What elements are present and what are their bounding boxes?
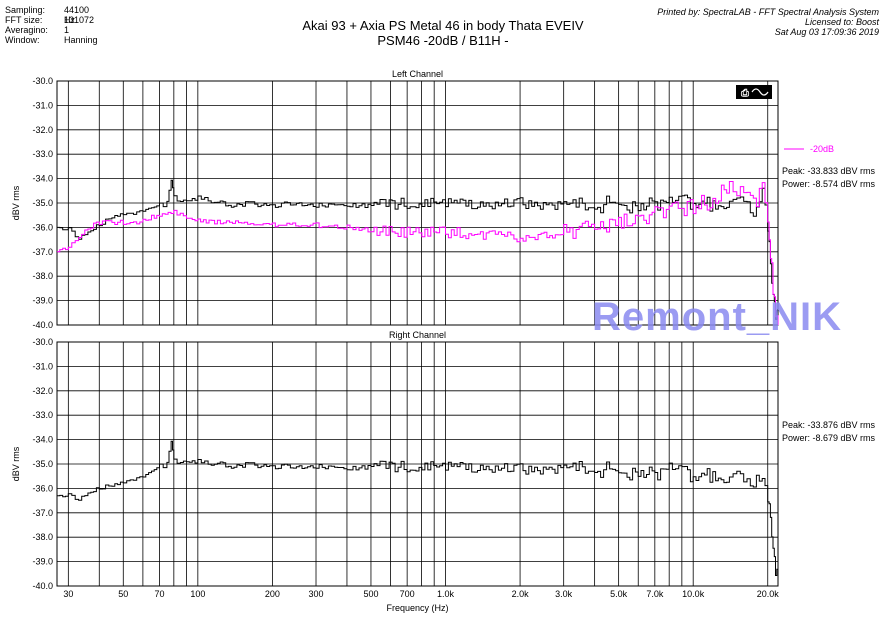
- x-tick-label: 7.0k: [646, 589, 664, 599]
- y-tick-label: -36.0: [32, 483, 53, 493]
- panel-title: Left Channel: [392, 69, 443, 79]
- y-tick-label: -35.0: [32, 198, 53, 208]
- x-tick-label: 50: [118, 589, 128, 599]
- x-axis-label: Frequency (Hz): [386, 603, 448, 613]
- y-tick-label: -39.0: [32, 296, 53, 306]
- setting-value-averaging: 1: [64, 25, 70, 35]
- spectrum-icon-glyph: ⎙: [740, 87, 750, 99]
- y-tick-label: -35.0: [32, 459, 53, 469]
- y-tick-label: -40.0: [32, 320, 53, 330]
- y-axis-label: dBV rms: [11, 185, 21, 220]
- power-stat: Power: -8.679 dBV rms: [782, 433, 876, 443]
- setting-key-sampling: Sampling:: [5, 5, 46, 15]
- legend-label: -20dB: [810, 144, 834, 154]
- setting-key-fft-size: FFT size:: [5, 15, 43, 25]
- setting-key-window: Window:: [5, 35, 40, 45]
- peak-stat: Peak: -33.876 dBV rms: [782, 420, 876, 430]
- trace-black: [57, 440, 779, 586]
- x-tick-label: 5.0k: [610, 589, 628, 599]
- trace-black: [57, 179, 779, 325]
- y-tick-label: -30.0: [32, 76, 53, 86]
- x-tick-label: 100: [190, 589, 205, 599]
- setting-value-window: Hanning: [64, 35, 98, 45]
- chart-title-line2: PSM46 -20dB / B11H -: [377, 33, 509, 48]
- y-tick-label: -39.0: [32, 557, 53, 567]
- y-tick-label: -33.0: [32, 149, 53, 159]
- setting-key-averaging: Averagino:: [5, 25, 48, 35]
- licensed-to: Licensed to: Boost: [804, 17, 879, 27]
- y-tick-label: -38.0: [32, 271, 53, 281]
- y-tick-label: -33.0: [32, 410, 53, 420]
- printed-by: Printed by: SpectraLAB - FFT Spectral An…: [657, 7, 879, 17]
- x-tick-label: 2.0k: [512, 589, 530, 599]
- x-tick-label: 20.0k: [757, 589, 780, 599]
- x-tick-label: 200: [265, 589, 280, 599]
- setting-value-fft-size: 131072: [64, 15, 95, 25]
- power-stat: Power: -8.574 dBV rms: [782, 179, 876, 189]
- y-tick-label: -37.0: [32, 247, 53, 257]
- wave-icon: [751, 88, 769, 96]
- y-tick-label: -37.0: [32, 508, 53, 518]
- y-tick-label: -40.0: [32, 581, 53, 591]
- y-axis-label: dBV rms: [11, 446, 21, 481]
- x-tick-label: 3.0k: [555, 589, 573, 599]
- spectrum-icon: [736, 85, 772, 99]
- setting-value-sampling: 44100 Hz: [64, 5, 90, 25]
- y-tick-label: -38.0: [32, 532, 53, 542]
- peak-stat: Peak: -33.833 dBV rms: [782, 166, 876, 176]
- panel-title: Right Channel: [389, 330, 446, 340]
- y-tick-label: -34.0: [32, 435, 53, 445]
- chart-title-line1: Akai 93 + Axia PS Metal 46 in body Thata…: [302, 18, 584, 33]
- y-tick-label: -36.0: [32, 222, 53, 232]
- trace-magenta: [57, 181, 779, 325]
- y-tick-label: -34.0: [32, 174, 53, 184]
- x-tick-label: 300: [308, 589, 323, 599]
- x-tick-label: 700: [400, 589, 415, 599]
- y-tick-label: -30.0: [32, 337, 53, 347]
- y-tick-label: -32.0: [32, 386, 53, 396]
- y-tick-label: -31.0: [32, 361, 53, 371]
- x-tick-label: 70: [154, 589, 164, 599]
- x-tick-label: 500: [363, 589, 378, 599]
- y-tick-label: -32.0: [32, 125, 53, 135]
- x-tick-label: 1.0k: [437, 589, 455, 599]
- y-tick-label: -31.0: [32, 100, 53, 110]
- watermark: Remont_NIK: [592, 295, 843, 339]
- print-date: Sat Aug 03 17:09:36 2019: [774, 27, 879, 37]
- x-tick-label: 10.0k: [682, 589, 705, 599]
- x-tick-label: 30: [63, 589, 73, 599]
